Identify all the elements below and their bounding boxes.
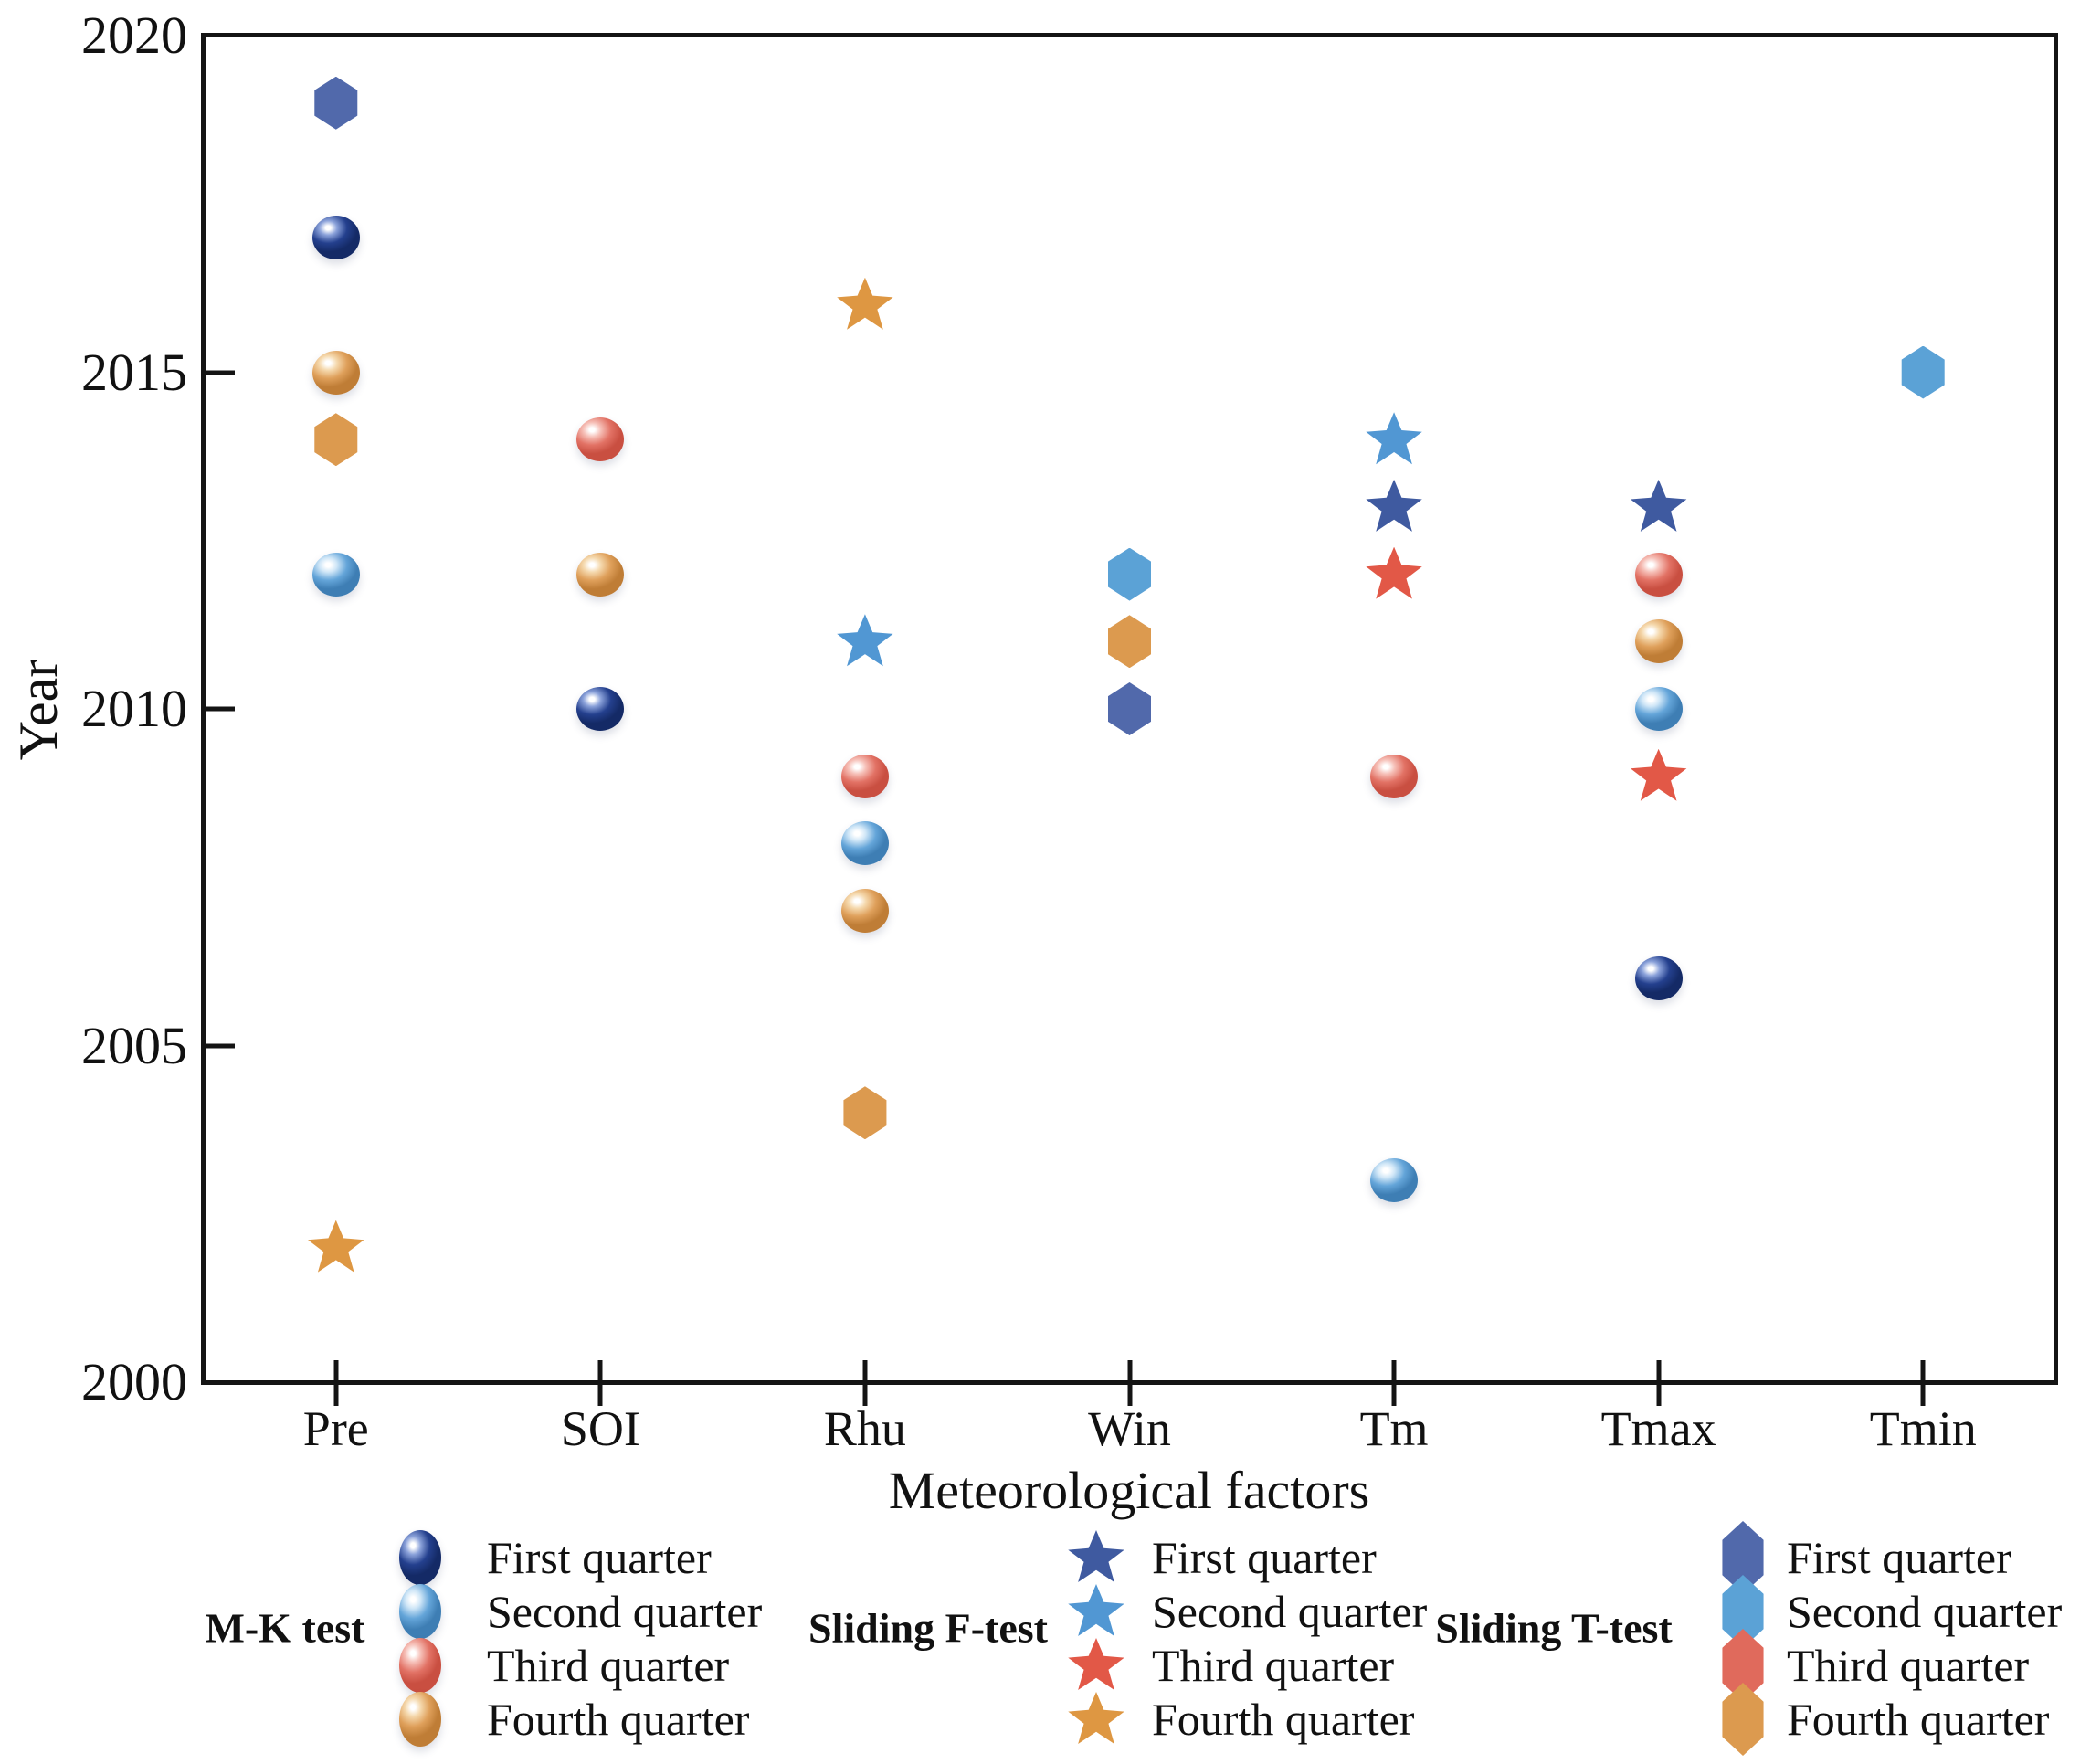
legend-sliding-t-test-first-quarter-label: First quarter xyxy=(1787,1532,2011,1583)
y-tick-label-2020: 2020 xyxy=(81,5,187,65)
legend-group-label-sliding-f-test: Sliding F-test xyxy=(808,1604,1048,1652)
y-tick-mark-2015 xyxy=(206,370,235,375)
m-k-test-second-quarter-point-pre-2012 xyxy=(311,552,360,597)
legend-sliding-f-test-third-quarter-label: Third quarter xyxy=(1152,1640,1395,1691)
m-k-test-first-quarter-point-tmax-2006 xyxy=(1634,956,1683,1000)
m-k-test-third-quarter-point-tm-2009 xyxy=(1370,754,1419,798)
legend-sliding-f-test-first-quarter-label: First quarter xyxy=(1152,1532,1377,1583)
m-k-test-third-quarter-point-soi-2014 xyxy=(576,417,625,462)
x-tick-label-rhu: Rhu xyxy=(823,1401,906,1456)
m-k-test-second-quarter-point-rhu-2008 xyxy=(840,821,889,866)
m-k-test-fourth-quarter-point-soi-2012 xyxy=(576,552,625,597)
x-axis-title: Meteorological factors xyxy=(888,1461,1370,1520)
legend-sliding-f-test-fourth-quarter-label: Fourth quarter xyxy=(1152,1694,1415,1745)
y-tick-label-2010: 2010 xyxy=(81,679,187,738)
x-tick-mark-tm xyxy=(1391,1360,1397,1406)
x-tick-label-tmax: Tmax xyxy=(1600,1401,1716,1456)
x-tick-label-tm: Tm xyxy=(1359,1401,1429,1456)
legend-group-label-m-k-test: M-K test xyxy=(205,1604,365,1652)
y-tick-mark-2010 xyxy=(206,706,235,712)
m-k-test-second-quarter-point-tmax-2010 xyxy=(1634,687,1683,731)
x-tick-mark-pre xyxy=(333,1360,339,1406)
legend-sliding-t-test-fourth-quarter-label: Fourth quarter xyxy=(1787,1694,2050,1745)
legend-m-k-test-second-quarter-label: Second quarter xyxy=(487,1586,763,1637)
y-tick-mark-2005 xyxy=(206,1043,235,1048)
legend-sliding-f-test-third-quarter-star-icon xyxy=(1068,1638,1124,1690)
legend-sliding-f-test-second-quarter-label: Second quarter xyxy=(1152,1586,1428,1637)
legend-group-label-sliding-t-test: Sliding T-test xyxy=(1435,1604,1673,1652)
x-tick-mark-win xyxy=(1127,1360,1132,1406)
m-k-test-first-quarter-point-soi-2010 xyxy=(576,687,625,731)
legend-m-k-test-first-quarter-label: First quarter xyxy=(487,1532,712,1583)
m-k-test-second-quarter-point-tm-2003 xyxy=(1370,1157,1419,1202)
legend-sliding-t-test-fourth-quarter-hexagon-icon xyxy=(1722,1683,1764,1756)
x-tick-label-pre: Pre xyxy=(302,1401,369,1456)
legend-sliding-t-test-third-quarter-label: Third quarter xyxy=(1787,1640,2030,1691)
y-tick-label-2005: 2005 xyxy=(81,1015,187,1075)
x-tick-label-tmin: Tmin xyxy=(1869,1401,1977,1456)
m-k-test-third-quarter-point-tmax-2012 xyxy=(1634,552,1683,597)
legend-sliding-f-test-fourth-quarter-star-icon xyxy=(1068,1692,1124,1744)
legend-m-k-test-third-quarter-label: Third quarter xyxy=(487,1640,730,1691)
x-tick-mark-rhu xyxy=(862,1360,868,1406)
x-tick-mark-soi xyxy=(597,1360,603,1406)
m-k-test-fourth-quarter-point-rhu-2007 xyxy=(840,889,889,934)
x-tick-mark-tmax xyxy=(1656,1360,1662,1406)
legend-m-k-test-second-quarter-sphere-icon xyxy=(399,1584,441,1639)
x-tick-label-soi: SOI xyxy=(560,1401,640,1456)
legend-m-k-test-first-quarter-sphere-icon xyxy=(399,1530,441,1585)
legend-sliding-f-test-second-quarter-star-icon xyxy=(1068,1584,1124,1636)
x-tick-label-win: Win xyxy=(1088,1401,1171,1456)
legend-sliding-t-test-second-quarter-label: Second quarter xyxy=(1787,1586,2063,1637)
legend-m-k-test-third-quarter-sphere-icon xyxy=(399,1638,441,1693)
y-tick-label-2015: 2015 xyxy=(81,342,187,402)
legend-m-k-test-fourth-quarter-sphere-icon xyxy=(399,1692,441,1747)
y-tick-label-2000: 2000 xyxy=(81,1352,187,1411)
m-k-test-fourth-quarter-point-tmax-2011 xyxy=(1634,619,1683,664)
legend-m-k-test-fourth-quarter-label: Fourth quarter xyxy=(487,1694,750,1745)
x-tick-mark-tmin xyxy=(1920,1360,1926,1406)
legend-sliding-f-test-first-quarter-star-icon xyxy=(1068,1530,1124,1582)
m-k-test-fourth-quarter-point-pre-2015 xyxy=(311,350,360,395)
m-k-test-third-quarter-point-rhu-2009 xyxy=(840,754,889,798)
m-k-test-first-quarter-point-pre-2017 xyxy=(311,216,360,260)
